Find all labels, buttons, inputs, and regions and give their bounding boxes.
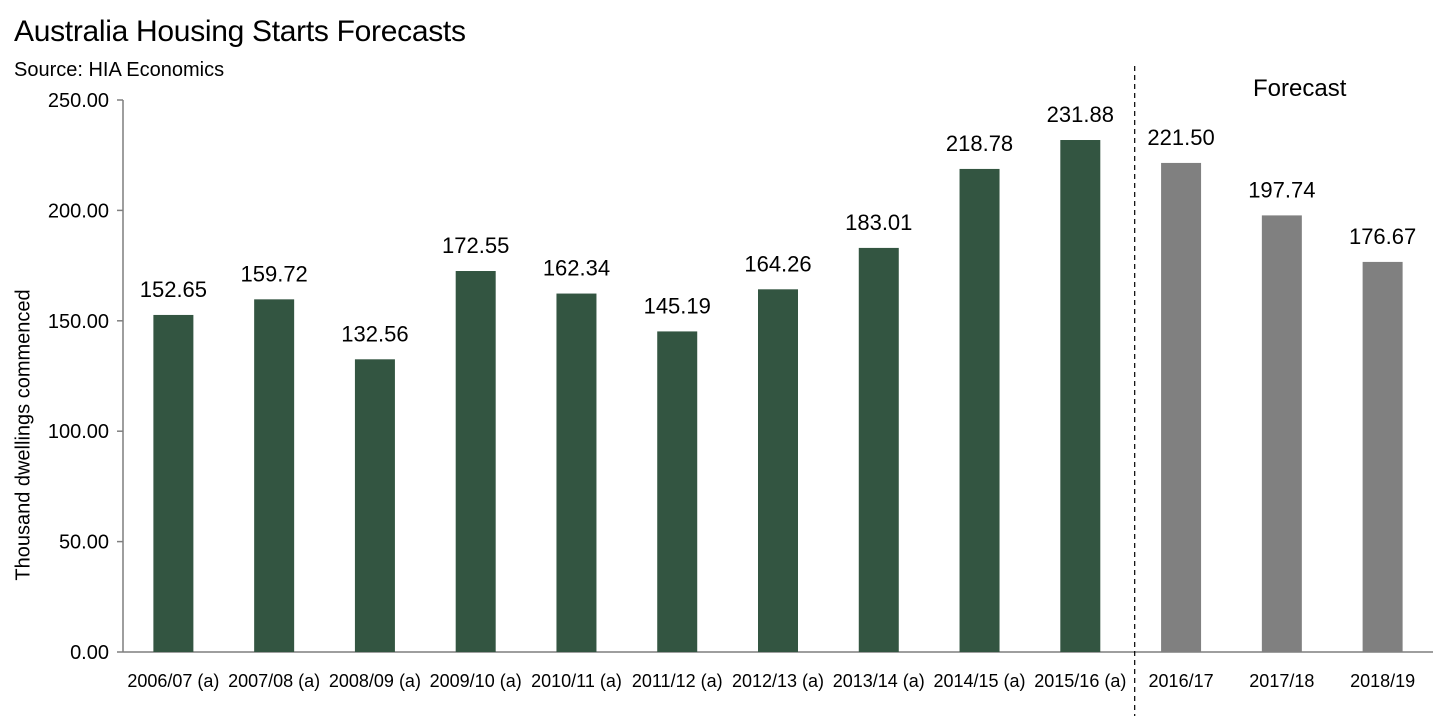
x-category-label: 2012/13 (a): [732, 671, 824, 691]
forecast-bar: [1261, 215, 1302, 652]
bar-value-label: 218.78: [946, 131, 1013, 156]
x-category-label: 2006/07 (a): [127, 671, 219, 691]
bar-value-label: 231.88: [1047, 102, 1114, 127]
actual-bar: [153, 314, 194, 652]
forecast-bar: [1161, 162, 1202, 653]
x-category-label: 2007/08 (a): [228, 671, 320, 691]
x-category-label: 2017/18: [1249, 671, 1314, 691]
x-category-label: 2013/14 (a): [833, 671, 925, 691]
bar-value-label: 145.19: [644, 293, 711, 318]
bar-value-label: 197.74: [1248, 177, 1315, 202]
bar-value-label: 164.26: [744, 251, 811, 276]
x-category-label: 2015/16 (a): [1034, 671, 1126, 691]
chart-subtitle: Source: HIA Economics: [14, 59, 225, 81]
actual-bar: [354, 359, 395, 652]
actual-bar: [455, 271, 496, 652]
bar-value-label: 132.56: [341, 321, 408, 346]
actual-bar: [1060, 140, 1101, 652]
bar-value-label: 176.67: [1349, 224, 1416, 249]
bar-value-label: 162.34: [543, 256, 610, 281]
chart-title: Australia Housing Starts Forecasts: [14, 15, 466, 48]
actual-bar: [657, 331, 698, 652]
bar-value-label: 183.01: [845, 210, 912, 235]
y-tick-label: 0.00: [70, 642, 109, 664]
x-category-label: 2008/09 (a): [329, 671, 421, 691]
actual-bar: [254, 299, 295, 652]
x-category-label: 2009/10 (a): [430, 671, 522, 691]
forecast-bar: [1362, 261, 1403, 652]
y-tick-label: 250.00: [48, 90, 109, 112]
y-tick-label: 150.00: [48, 311, 109, 333]
y-tick-label: 200.00: [48, 200, 109, 222]
bar-value-label: 172.55: [442, 233, 509, 258]
bar-value-label: 152.65: [140, 277, 207, 302]
x-category-label: 2014/15 (a): [933, 671, 1025, 691]
actual-bar: [556, 293, 597, 652]
actual-bar: [858, 247, 899, 652]
forecast-annotation: Forecast: [1253, 75, 1347, 102]
x-category-label: 2018/19: [1350, 671, 1415, 691]
y-tick-label: 100.00: [48, 421, 109, 443]
y-tick-label: 50.00: [59, 532, 109, 554]
x-category-label: 2016/17: [1149, 671, 1214, 691]
x-category-label: 2011/12 (a): [632, 671, 723, 691]
x-category-label: 2010/11 (a): [531, 671, 622, 691]
bar-value-label: 159.72: [241, 261, 308, 286]
actual-bar: [959, 168, 1000, 652]
bar-value-label: 221.50: [1147, 125, 1214, 150]
actual-bar: [758, 289, 798, 652]
